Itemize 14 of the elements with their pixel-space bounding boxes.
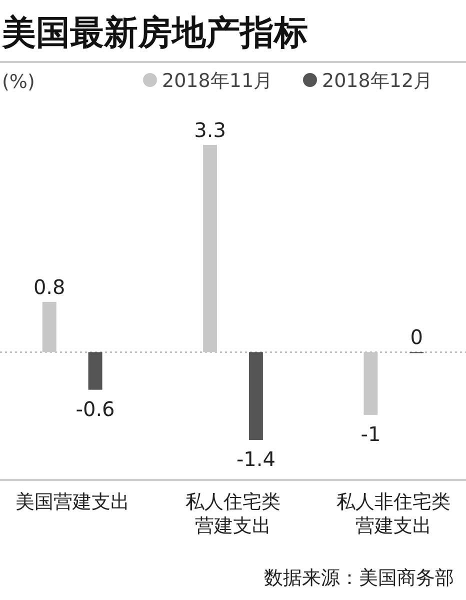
- chart-title: 美国最新房地产指标: [1, 13, 308, 53]
- legend-label: 2018年11月: [162, 70, 273, 92]
- x-tick-label: 私人住宅类营建支出: [186, 491, 280, 537]
- y-axis-title: (%): [2, 71, 35, 93]
- data-label: -1.4: [236, 447, 276, 471]
- data-label: 0.8: [33, 274, 66, 299]
- data-label: 0: [410, 325, 424, 350]
- x-tick-label: 美国营建支出: [15, 491, 130, 513]
- legend-label: 2018年12月: [322, 70, 433, 92]
- x-tick-label: 私人非住宅类营建支出: [336, 491, 451, 537]
- data-label: 3.3: [194, 118, 226, 142]
- data-label: -0.6: [76, 396, 115, 421]
- source-note: 数据来源：美国商务部: [264, 567, 454, 589]
- data-label: -1: [360, 422, 381, 446]
